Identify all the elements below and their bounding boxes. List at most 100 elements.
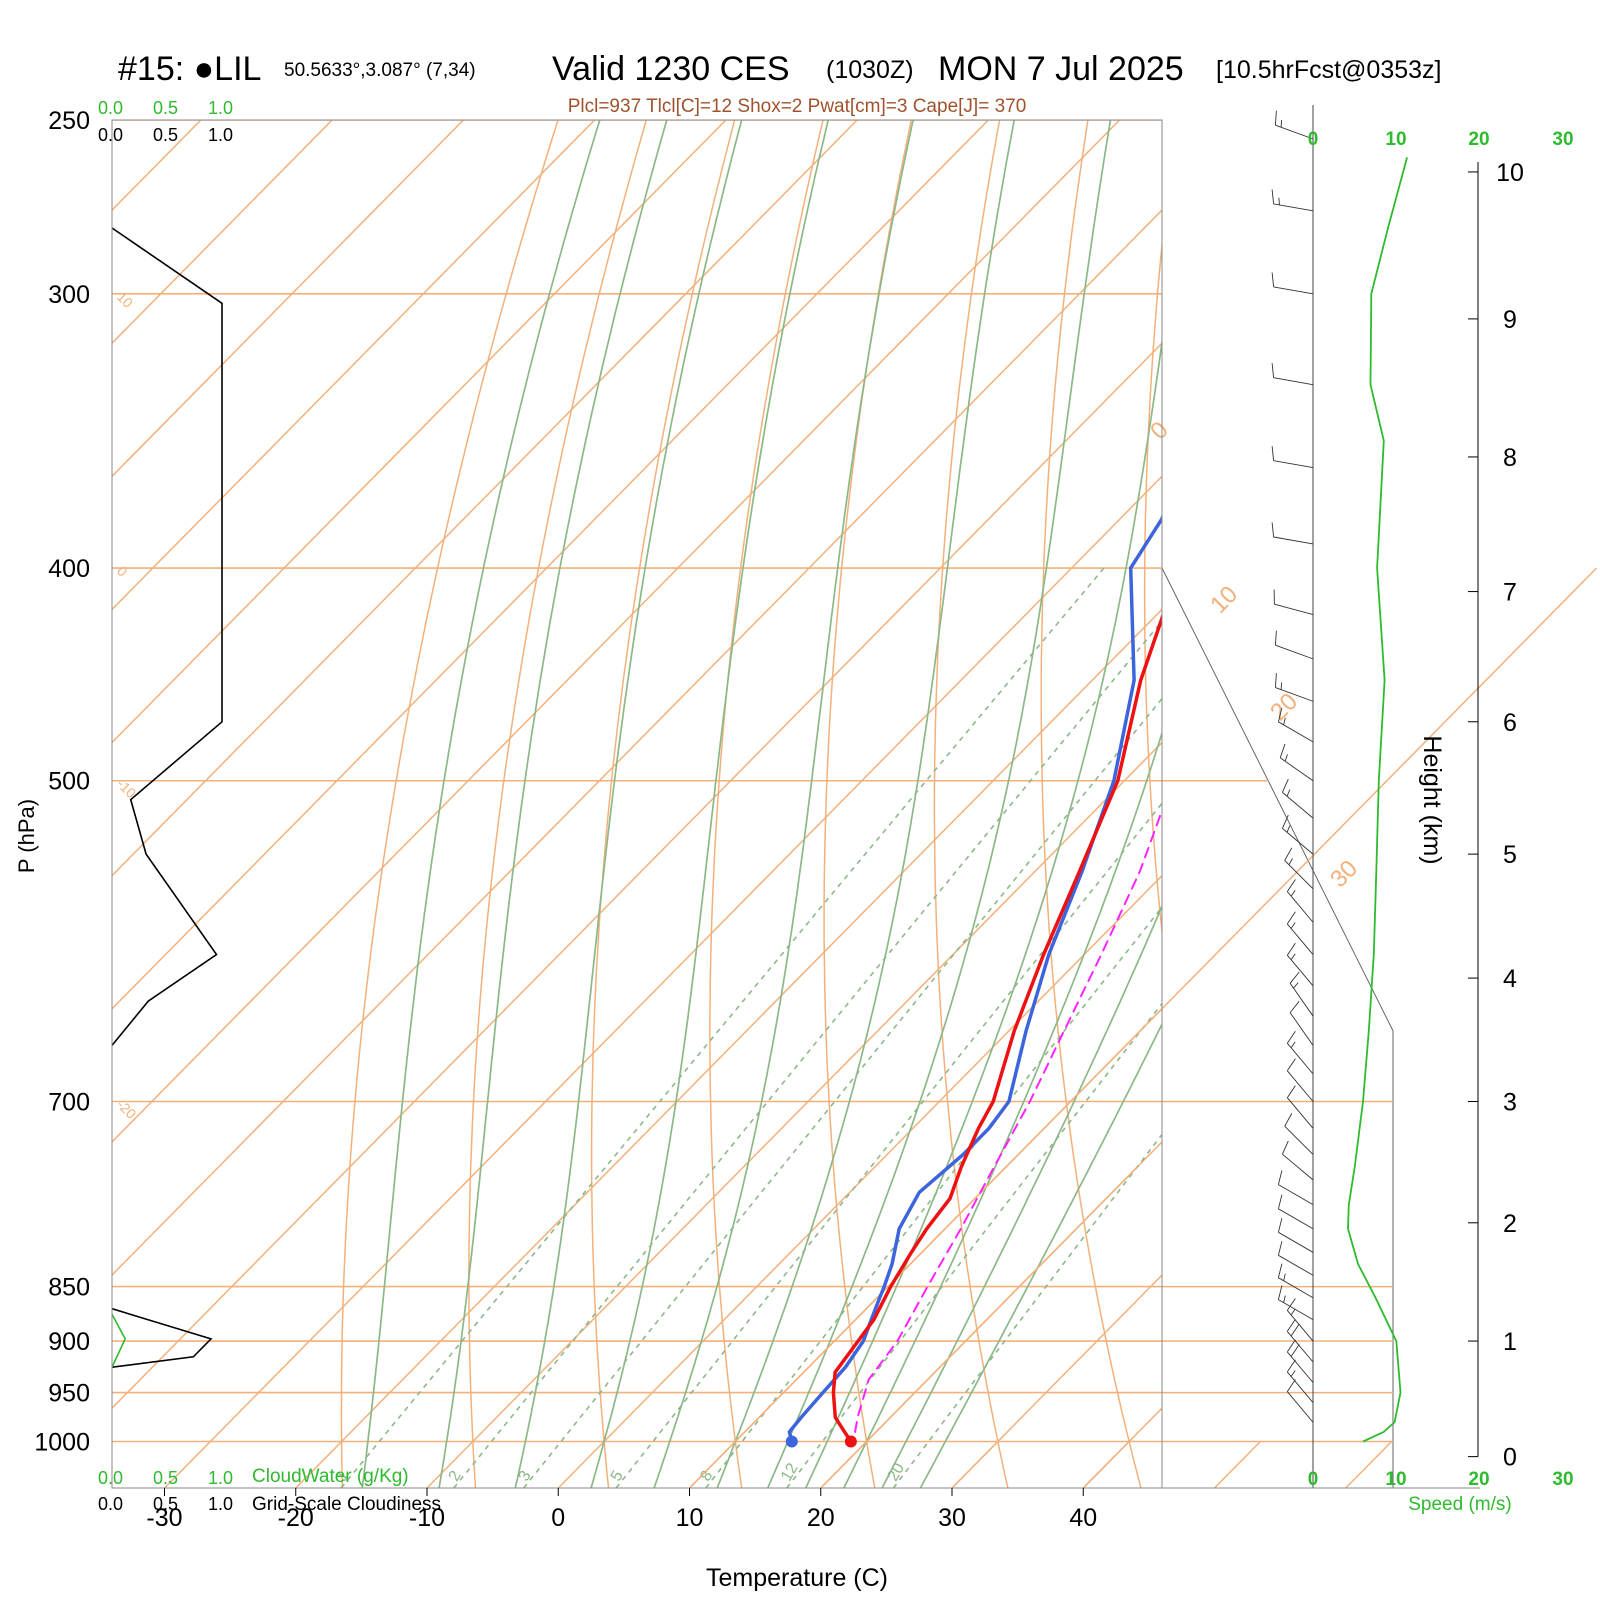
wind-barb (1277, 1263, 1314, 1299)
utc-time: (1030Z) (826, 56, 914, 84)
wind-top-0: 0 (1308, 129, 1319, 150)
pressure-tick-label: 250 (48, 107, 90, 135)
dry-adiabat-line (1529, 120, 1600, 1488)
wind-barb (1273, 589, 1314, 615)
wind-barb (1274, 630, 1314, 660)
wind-barb (1277, 1218, 1314, 1253)
height-axis-title: Height (km) (1418, 735, 1446, 864)
isotherm-line (112, 120, 989, 1010)
wind-barb (1274, 110, 1314, 140)
height-tick-label: 4 (1503, 965, 1517, 993)
height-tick-label: 1 (1503, 1328, 1517, 1356)
temperature-line (831, 612, 1162, 1444)
dry-adiabat-line (933, 120, 1009, 1488)
wind-top-30: 30 (1552, 129, 1573, 150)
isotherm-line (112, 342, 1162, 1410)
temperature-surface-dot (844, 1435, 857, 1448)
mixing-ratio-label: 5 (608, 1468, 627, 1484)
height-tick-label: 2 (1503, 1210, 1517, 1238)
dewpoint-line (787, 513, 1162, 1444)
y-axis-title: P (hPa) (14, 799, 39, 873)
cloudwater-bottom-05: 0.5 (153, 1468, 178, 1488)
height-tick-label: 9 (1503, 306, 1517, 334)
cloudwater-line (111, 1313, 127, 1368)
wind-barb (1277, 707, 1314, 743)
dry-adiabat-line (468, 120, 648, 1488)
dry-adiabat-line (1245, 120, 1407, 1488)
wind-barb (1274, 673, 1314, 702)
height-tick-label: 8 (1503, 444, 1517, 472)
wind-barb (1271, 363, 1314, 386)
wind-barb (1286, 1298, 1314, 1342)
wind-top-20: 20 (1468, 129, 1489, 150)
moist-adiabat-line (767, 120, 1112, 1488)
wind-barb (1286, 1058, 1314, 1102)
isotherm-line (112, 120, 1121, 1143)
dry-adiabat-line (1437, 120, 1600, 1488)
wind-barb (1281, 778, 1314, 819)
cloudiness-line (111, 227, 223, 1046)
isotherm-label-large: 10 (1205, 581, 1243, 619)
isotherm-line (1215, 120, 1600, 1488)
moist-adiabat-line (919, 1022, 1162, 1488)
wind-bottom-0: 0 (1308, 1469, 1319, 1490)
isotherm-line (820, 1140, 1162, 1488)
pressure-tick-label: 850 (48, 1274, 90, 1302)
dry-adiabat-line (823, 120, 913, 1488)
isotherm-extension (1082, 1440, 1130, 1489)
x-tick-label: 20 (807, 1504, 835, 1532)
valid-time: Valid 1230 CES (552, 50, 790, 88)
wind-barb (1279, 743, 1314, 782)
pressure-tick-label: 700 (48, 1088, 90, 1116)
moist-adiabat-line (881, 904, 1162, 1488)
isotherm-line (163, 475, 1162, 1488)
cloudiness-bottom-1: 1.0 (208, 1494, 233, 1514)
cloudiness-top-0: 0.0 (98, 125, 123, 145)
cloudwater-title: CloudWater (g/Kg) (252, 1466, 409, 1487)
mixing-ratio-line (523, 697, 1162, 1488)
isotherm-line (112, 120, 858, 877)
moist-adiabat-line (653, 120, 914, 1488)
height-tick-label: 7 (1503, 579, 1517, 607)
isotherm-line (295, 608, 1162, 1488)
pressure-tick-label: 950 (48, 1380, 90, 1408)
axes: -30 -20 -10 0 10 20 30 402503004005007008509009… (34, 107, 1524, 1532)
pressure-tick-label: 400 (48, 555, 90, 583)
cloudiness-bottom-0: 0.0 (98, 1494, 123, 1514)
pressure-tick-label: 900 (48, 1328, 90, 1356)
x-tick-label: 30 (938, 1504, 966, 1532)
plot-frame (111, 119, 1163, 1489)
mixing-ratio-label: 2 (446, 1468, 465, 1484)
isotherm-line (557, 874, 1162, 1488)
pressure-tick-label: 300 (48, 281, 90, 309)
wind-barb (1289, 1001, 1314, 1046)
wind-barb (1286, 1359, 1314, 1403)
wind-barb (1281, 1140, 1314, 1181)
wind-bottom-20: 20 (1468, 1469, 1489, 1490)
wind-barb (1286, 1085, 1314, 1129)
wind-panel (1271, 105, 1408, 1488)
dry-adiabat-line (1143, 237, 1162, 939)
cloudwater-bottom-1: 1.0 (208, 1468, 233, 1488)
height-tick-label: 6 (1503, 709, 1517, 737)
isotherm-extension (688, 567, 1598, 1489)
wind-barb (1271, 446, 1314, 469)
isotherm-line (426, 741, 1162, 1488)
wind-barb (1286, 879, 1314, 923)
x-tick-label: 0 (551, 1504, 565, 1532)
wind-barb (1277, 1194, 1314, 1230)
cloudwater-bottom-0: 0.0 (98, 1468, 123, 1488)
isotherm-line (112, 120, 464, 478)
wind-barb (1286, 1379, 1314, 1423)
mixing-ratio-line (615, 802, 1162, 1488)
dewpoint-surface-dot (785, 1435, 798, 1448)
wind-barb (1286, 1319, 1314, 1363)
dry-adiabat-line (709, 120, 824, 1488)
x-axis-title: Temperature (C) (706, 1564, 888, 1592)
moist-adiabat-line (716, 120, 1016, 1488)
isotherm-extension (951, 1440, 999, 1489)
wind-barb (1286, 1339, 1314, 1383)
moist-adiabat-line (843, 730, 1162, 1488)
isotherm-label-large: 30 (1325, 855, 1363, 893)
